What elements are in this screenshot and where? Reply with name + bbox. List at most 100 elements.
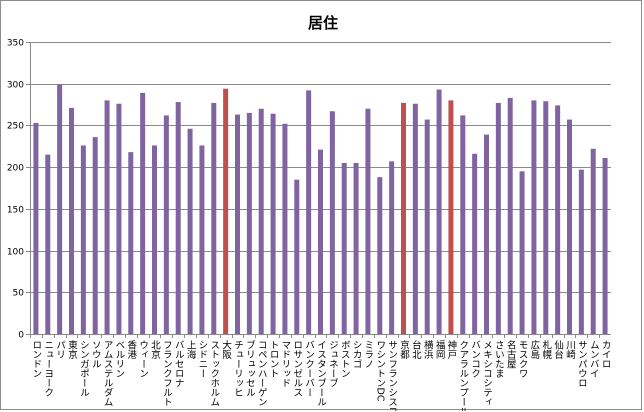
bar bbox=[436, 89, 442, 334]
bar bbox=[211, 102, 217, 335]
y-tick-label: 200 bbox=[7, 164, 24, 174]
bar bbox=[460, 115, 466, 334]
x-category-label: 台北 bbox=[410, 339, 422, 360]
bar bbox=[590, 148, 596, 334]
bar bbox=[519, 171, 525, 334]
bar bbox=[140, 92, 146, 334]
bars bbox=[33, 84, 608, 335]
bar bbox=[353, 162, 359, 334]
x-category-label: バンコク bbox=[469, 340, 481, 378]
x-category-label: 香港 bbox=[125, 340, 137, 359]
x-category-label: シドニー bbox=[196, 340, 208, 378]
bar bbox=[401, 102, 406, 335]
x-category-label: ロサンゼルス bbox=[291, 340, 303, 397]
x-category-label: 北京 bbox=[149, 340, 161, 360]
x-category-label: 大阪 bbox=[220, 339, 232, 360]
x-category-label: コペンハーゲン bbox=[256, 340, 268, 407]
bar bbox=[69, 107, 74, 334]
x-axis-category-labels: ロンドン ニューヨーク パリ 東京 シンガポール ソウル アムステルダム ベルリン 香港 ウィーン… bbox=[30, 339, 611, 411]
x-category-label: 東京 bbox=[66, 339, 78, 360]
x-category-label: マドリッド bbox=[279, 340, 290, 388]
x-category-label: サンフランシスコ bbox=[386, 340, 398, 411]
x-category-label: 仙台 bbox=[552, 339, 564, 360]
y-axis-tick-labels: 0 50 100 150 200 250 300 350 bbox=[7, 39, 24, 341]
bar bbox=[484, 134, 489, 334]
bar bbox=[270, 113, 276, 334]
x-category-label: 札幌 bbox=[540, 339, 552, 360]
bar bbox=[543, 101, 549, 334]
x-category-label: ニューヨーク bbox=[42, 340, 54, 397]
bar bbox=[45, 154, 51, 334]
x-category-label: チューリッヒ bbox=[232, 340, 243, 397]
bar bbox=[128, 152, 134, 334]
bar bbox=[578, 169, 584, 334]
bar bbox=[507, 97, 513, 335]
bar bbox=[33, 122, 39, 335]
bar bbox=[163, 115, 169, 334]
x-category-label: パリ bbox=[54, 340, 66, 359]
x-category-label: サンパウロ bbox=[576, 340, 588, 388]
bar bbox=[294, 179, 300, 334]
x-category-label: クアラルンプール bbox=[457, 340, 469, 411]
bar bbox=[246, 112, 252, 334]
x-category-label: フランクフルト bbox=[161, 340, 173, 407]
bar bbox=[282, 123, 288, 334]
y-tick-label: 150 bbox=[7, 206, 24, 216]
x-category-label: バルセロナ bbox=[173, 340, 185, 388]
y-tick-label: 350 bbox=[7, 39, 24, 49]
bar bbox=[448, 100, 454, 335]
bar bbox=[116, 103, 122, 335]
bar bbox=[495, 102, 501, 335]
bar bbox=[187, 128, 193, 334]
x-category-label: カイロ bbox=[600, 340, 612, 369]
y-tick-label: 300 bbox=[7, 81, 24, 91]
x-category-label: メキシコシティ bbox=[481, 340, 492, 407]
x-category-label: ブリュッセル bbox=[244, 339, 256, 397]
x-category-label: さいたま bbox=[493, 340, 505, 378]
x-category-label: 名古屋 bbox=[505, 339, 517, 369]
x-category-label: 上海 bbox=[185, 340, 197, 360]
y-tick-label: 100 bbox=[7, 248, 24, 258]
bar bbox=[306, 90, 312, 334]
bar bbox=[602, 157, 608, 334]
bar bbox=[235, 114, 240, 334]
x-category-label: ムンバイ bbox=[588, 340, 600, 378]
bar bbox=[555, 105, 561, 334]
x-category-label: バンクーバー bbox=[303, 340, 315, 397]
x-category-label: 福岡 bbox=[434, 339, 446, 360]
x-category-label: ベルリン bbox=[113, 340, 125, 378]
bar bbox=[341, 162, 347, 334]
x-category-label: 広島 bbox=[528, 339, 540, 360]
bar bbox=[258, 108, 264, 335]
bar bbox=[567, 119, 572, 334]
y-tick-label: 0 bbox=[18, 331, 24, 341]
x-category-label: 神戸 bbox=[445, 339, 457, 360]
x-category-label: ミラノ bbox=[362, 340, 373, 369]
x-category-label: シンガポール bbox=[78, 340, 90, 397]
y-tick-label: 250 bbox=[7, 122, 24, 132]
x-category-label: 京都 bbox=[398, 339, 410, 360]
bar bbox=[152, 145, 157, 334]
x-category-label: シカゴ bbox=[351, 340, 362, 369]
x-category-label: 横浜 bbox=[422, 339, 434, 360]
x-category-label: ウィーン bbox=[137, 340, 148, 378]
x-category-label: ストックホルム bbox=[208, 340, 220, 407]
bar bbox=[531, 100, 537, 335]
bar bbox=[318, 149, 323, 334]
bar bbox=[365, 108, 371, 335]
x-category-label: モスクワ bbox=[517, 340, 528, 378]
bar bbox=[329, 111, 335, 334]
y-tick-label: 50 bbox=[13, 289, 25, 299]
bar bbox=[412, 103, 418, 335]
x-category-label: ワシントンDC bbox=[374, 340, 385, 402]
chart-title: 居住 bbox=[308, 14, 338, 32]
bar bbox=[80, 145, 86, 334]
bar bbox=[104, 100, 110, 335]
x-category-label: ボストン bbox=[339, 340, 351, 378]
bar bbox=[472, 153, 478, 334]
bar bbox=[389, 161, 395, 334]
x-category-label: 川崎 bbox=[564, 340, 576, 359]
bar bbox=[199, 145, 205, 334]
